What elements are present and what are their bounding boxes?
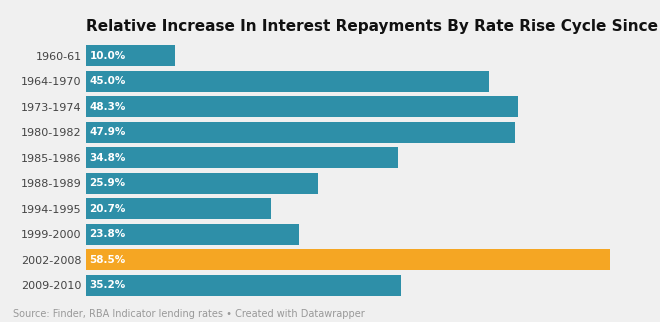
Bar xyxy=(86,250,610,270)
Text: 48.3%: 48.3% xyxy=(89,102,126,112)
Text: 25.9%: 25.9% xyxy=(89,178,125,188)
Bar xyxy=(86,224,299,245)
Text: 10.0%: 10.0% xyxy=(89,51,125,61)
Text: 58.5%: 58.5% xyxy=(89,255,125,265)
Bar xyxy=(86,173,317,194)
Bar xyxy=(86,198,271,219)
Text: Source: Finder, RBA Indicator lending rates • Created with Datawrapper: Source: Finder, RBA Indicator lending ra… xyxy=(13,309,365,319)
Text: Relative Increase In Interest Repayments By Rate Rise Cycle Since 1959: Relative Increase In Interest Repayments… xyxy=(86,19,660,34)
Bar xyxy=(86,71,489,92)
Text: 45.0%: 45.0% xyxy=(89,76,126,86)
Text: 23.8%: 23.8% xyxy=(89,229,125,240)
Bar xyxy=(86,45,176,66)
Bar xyxy=(86,97,519,117)
Text: 47.9%: 47.9% xyxy=(89,128,126,137)
Bar xyxy=(86,275,401,296)
Bar xyxy=(86,122,515,143)
Bar xyxy=(86,147,397,168)
Text: 35.2%: 35.2% xyxy=(89,280,125,290)
Text: 20.7%: 20.7% xyxy=(89,204,126,214)
Text: 34.8%: 34.8% xyxy=(89,153,126,163)
